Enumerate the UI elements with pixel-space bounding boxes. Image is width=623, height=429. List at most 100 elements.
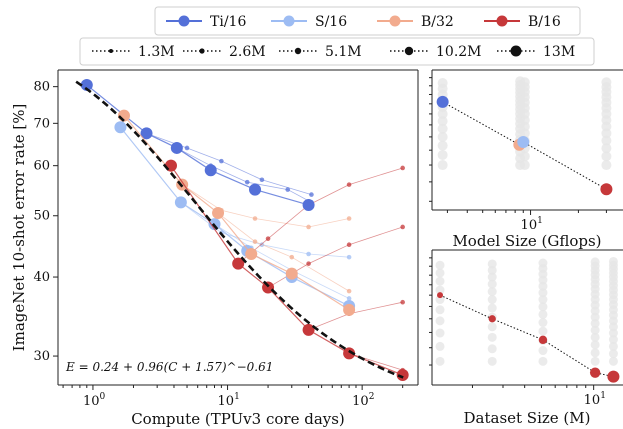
frontier-point (517, 136, 530, 149)
y-tick-label: 40 (33, 270, 50, 285)
grey-point (487, 279, 497, 289)
grey-point (519, 151, 530, 162)
data-point (302, 198, 315, 211)
faint-point (289, 254, 295, 260)
data-point (80, 78, 93, 91)
faint-point (252, 239, 258, 244)
grey-point (487, 322, 497, 332)
grey-point (437, 116, 448, 127)
frontier-point (607, 370, 620, 383)
y-tick-label: 60 (33, 159, 50, 174)
legend-label: S/16 (315, 14, 347, 30)
faint-point (306, 261, 311, 266)
faint-point (306, 251, 311, 257)
legend-label: 1.3M (138, 44, 175, 60)
data-point (302, 323, 315, 336)
grey-point (608, 256, 618, 266)
faint-trace (237, 167, 403, 264)
faint-trace (217, 212, 350, 292)
model-size-title: Model Size (Gflops) (452, 232, 601, 250)
faint-trace (308, 301, 403, 331)
data-point (249, 183, 262, 196)
data-point (245, 248, 258, 261)
frontier-line (442, 101, 607, 190)
y-tick-label: 50 (33, 209, 50, 224)
legend-label: B/16 (528, 14, 561, 30)
legend-label: B/32 (421, 14, 454, 30)
faint-trace (348, 352, 403, 371)
legend-models-box (154, 6, 581, 36)
faint-point (259, 177, 265, 183)
series-line (86, 84, 309, 206)
legend-label: 5.1M (325, 44, 362, 60)
grey-point (435, 276, 445, 286)
grey-point (487, 265, 497, 275)
faint-point (265, 236, 271, 241)
grey-point (487, 287, 497, 297)
faint-point (244, 179, 250, 185)
faint-point (400, 224, 405, 230)
grey-point (538, 318, 548, 328)
grey-point (435, 295, 445, 305)
grey-point (608, 356, 618, 366)
faint-point (184, 145, 190, 151)
faint-point (346, 288, 352, 294)
formula-annotation: E = 0.24 + 0.96(C + 1.57)^−0.61 (65, 360, 273, 374)
faint-point (346, 216, 352, 221)
main-chart: 100 101 102 30 40 50 60 70 80 Compute (TPUv3 core… (10, 69, 419, 428)
grey-point (435, 268, 445, 278)
data-point (285, 267, 298, 280)
grey-point (608, 335, 618, 345)
grey-point (435, 260, 445, 270)
grey-point (437, 140, 448, 151)
legend-marker (389, 15, 401, 27)
grey-point (590, 332, 600, 342)
grey-point (590, 356, 600, 366)
legend-marker (109, 49, 113, 53)
grey-point (487, 344, 497, 354)
faint-point (252, 216, 258, 221)
legend-label: 10.2M (436, 44, 482, 60)
data-point (140, 127, 153, 140)
frontier-line (439, 294, 614, 378)
faint-trace (181, 184, 350, 228)
data-point (343, 303, 356, 316)
legend-models: Ti/16 S/16 B/32 B/16 (154, 6, 581, 36)
data-point (396, 369, 409, 382)
frontier-point (538, 335, 548, 345)
grey-point (538, 288, 548, 298)
x-tick-label: 101 (218, 392, 240, 409)
faint-point (285, 187, 291, 192)
grey-point (487, 295, 497, 305)
grey-point (487, 356, 497, 366)
grey-point (435, 356, 445, 366)
data-point (174, 196, 187, 209)
grey-point (487, 332, 497, 342)
faint-trace (180, 202, 350, 258)
series-line (119, 126, 350, 307)
legend-datasets-box (79, 37, 595, 66)
grey-point (590, 325, 600, 335)
grey-point (538, 346, 548, 356)
legend-marker (510, 45, 522, 57)
x-tick-label: 102 (352, 392, 374, 409)
legend-marker (178, 15, 190, 27)
grey-point (590, 257, 600, 267)
faint-point (346, 296, 352, 301)
legend-marker (199, 48, 205, 54)
y-tick-label: 70 (33, 116, 50, 131)
grey-point (437, 123, 448, 134)
grey-point (437, 131, 448, 142)
x-axis-title: Compute (TPUv3 core days) (131, 410, 345, 428)
legend-label: Ti/16 (210, 14, 246, 30)
grey-point (437, 78, 448, 89)
grey-point (601, 151, 612, 162)
grey-point (601, 143, 612, 154)
grey-point (538, 258, 548, 268)
data-point (232, 257, 245, 270)
frontier-point (589, 367, 601, 378)
frontier-point (437, 292, 444, 299)
data-point (343, 347, 356, 360)
faint-point (306, 224, 311, 230)
